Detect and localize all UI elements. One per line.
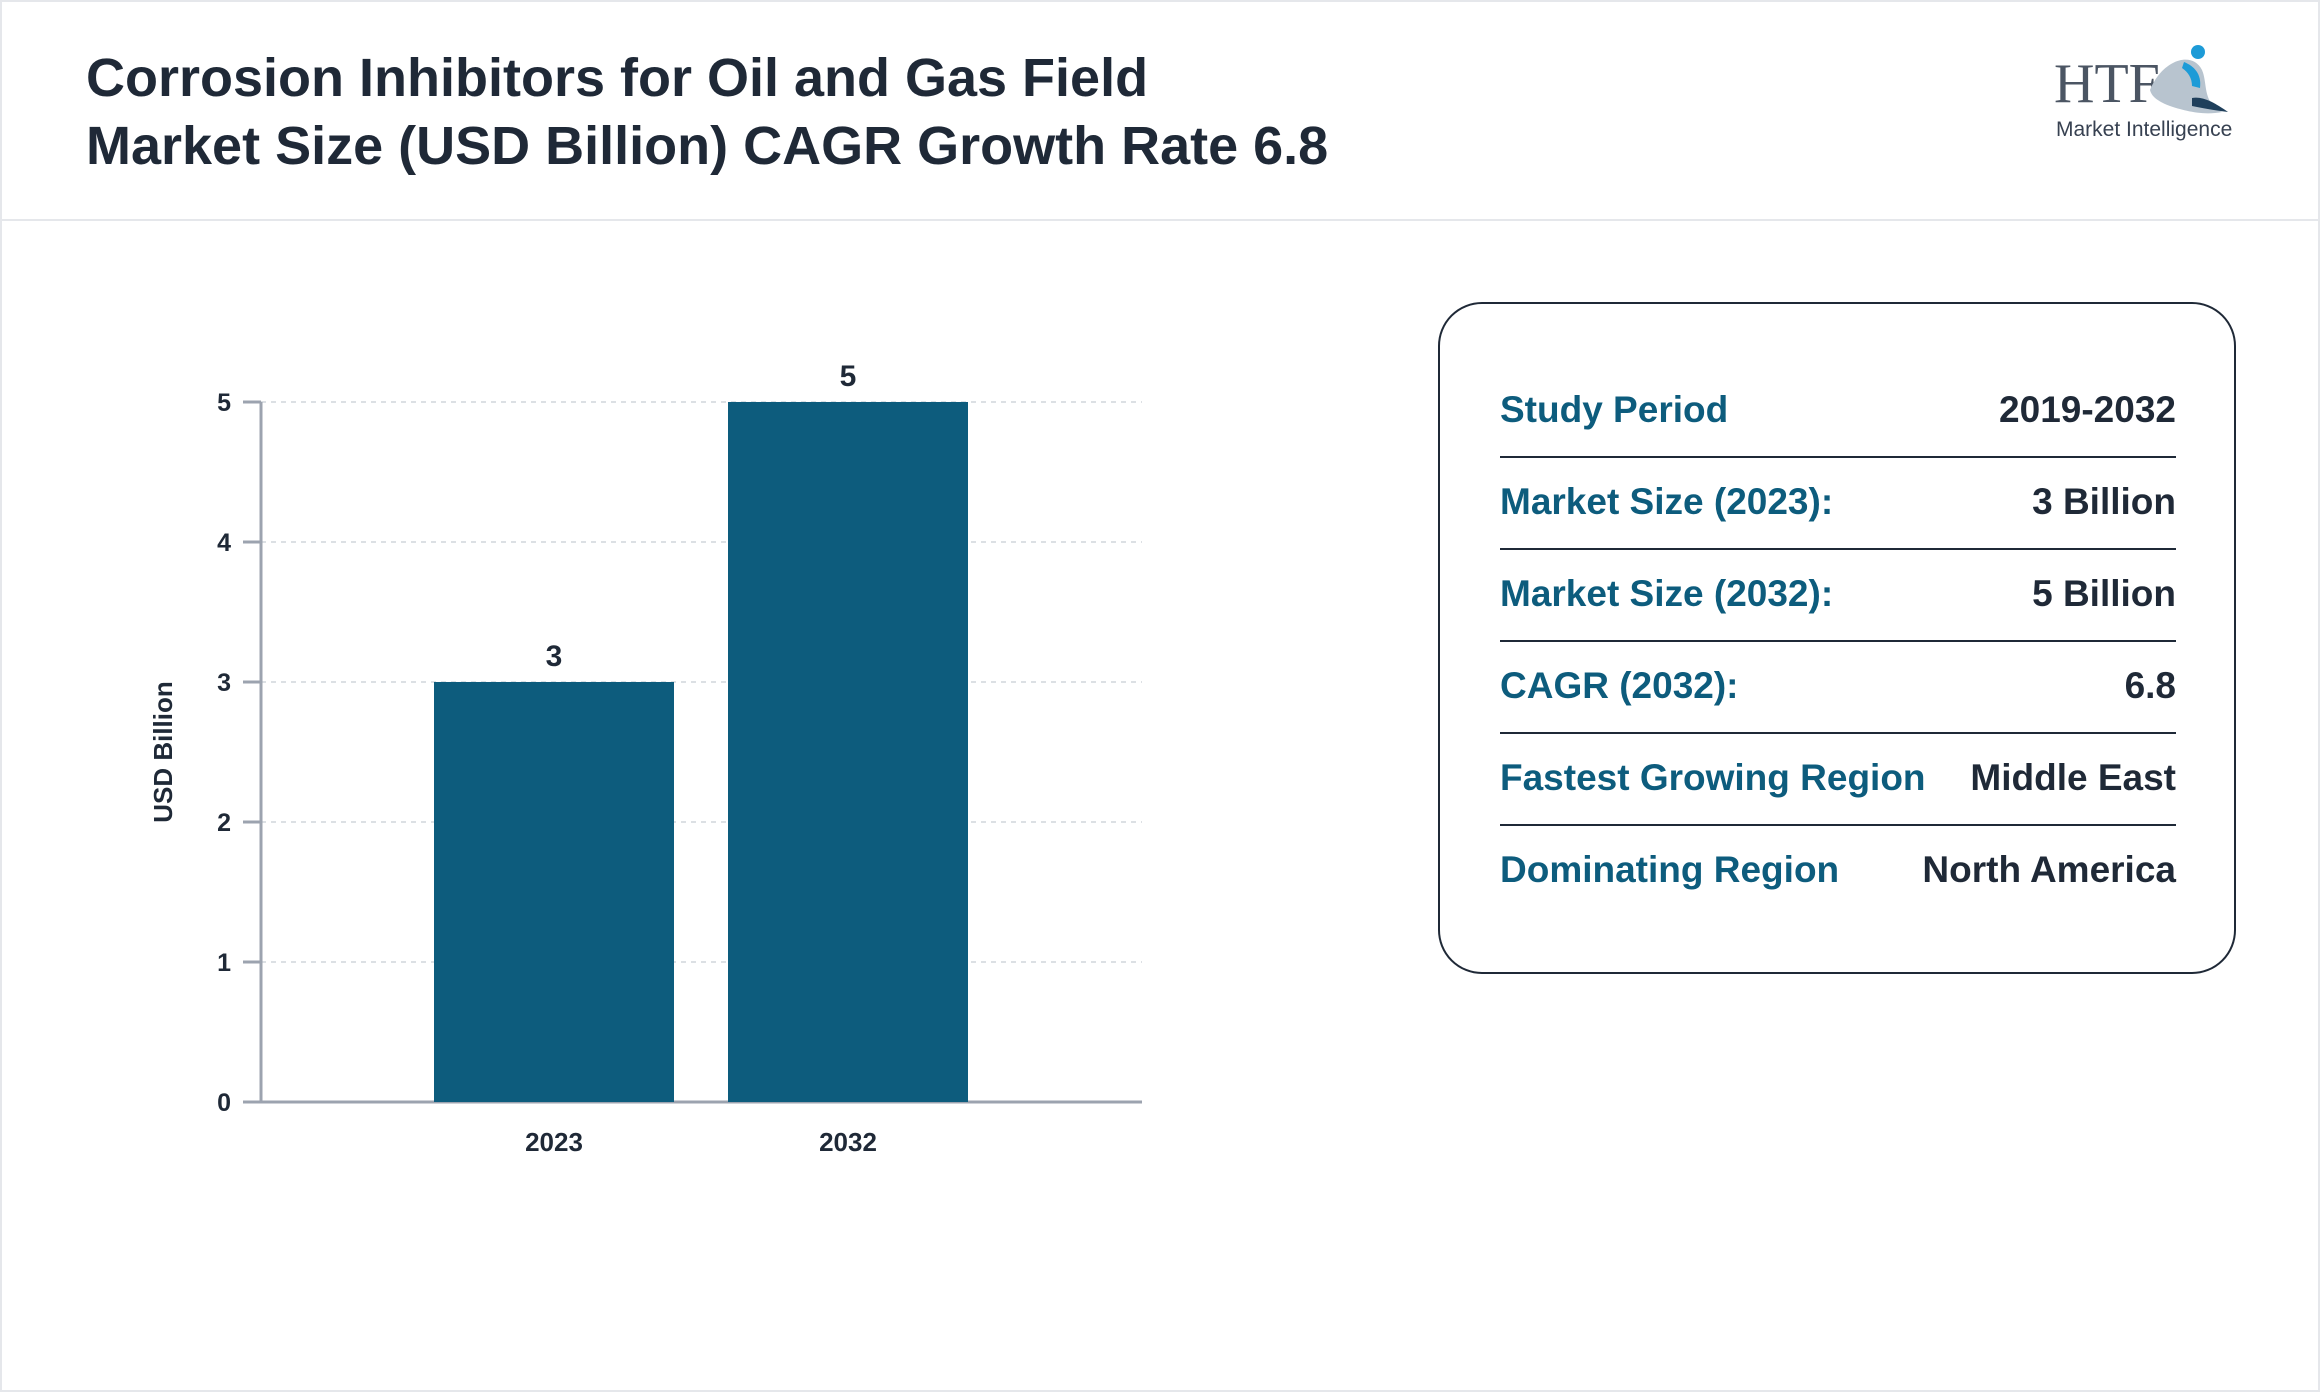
info-value: 6.8: [2124, 665, 2176, 706]
bar-value-label: 3: [546, 640, 563, 673]
info-row: Dominating Region North America: [1500, 824, 2176, 916]
info-row: Study Period 2019-2032: [1500, 364, 2176, 458]
y-tick-label: 4: [217, 529, 231, 557]
bar-2023: [434, 682, 674, 1102]
info-row: Market Size (2032): 5 Billion: [1500, 548, 2176, 642]
y-tick-label: 2: [217, 809, 231, 837]
htf-logo: HTF Market Intelligence: [2054, 45, 2232, 141]
info-label: Dominating Region: [1500, 849, 1840, 890]
info-value: 3 Billion: [2032, 481, 2176, 522]
logo-figure-icon: [2150, 45, 2228, 114]
info-label: CAGR (2032):: [1500, 665, 1739, 706]
x-tick-label: 2032: [819, 1127, 877, 1157]
info-value: 5 Billion: [2032, 573, 2176, 614]
info-row: CAGR (2032): 6.8: [1500, 640, 2176, 734]
info-value: 2019-2032: [1999, 389, 2176, 430]
y-axis-title: USD Billion: [148, 681, 178, 823]
y-tick-label: 0: [217, 1089, 231, 1117]
y-tick-label: 5: [217, 389, 231, 417]
info-row: Market Size (2023): 3 Billion: [1500, 456, 2176, 550]
chart-area: 0 1 2 3 4 5 USD Billion 3 2023 5 2032: [2, 221, 1302, 1221]
info-value: North America: [1922, 849, 2176, 890]
y-tick-label: 3: [217, 669, 231, 697]
logo-sub-text: Market Intelligence: [2056, 118, 2232, 141]
bar-value-label: 5: [840, 360, 857, 393]
bar-chart: 0 1 2 3 4 5 USD Billion 3 2023 5 2032: [148, 360, 1142, 1157]
logo-main-text: HTF: [2054, 53, 2160, 115]
title-line-1: Corrosion Inhibitors for Oil and Gas Fie…: [86, 48, 1149, 108]
info-label: Study Period: [1500, 389, 1729, 430]
bar-2032: [728, 402, 968, 1102]
info-value: Middle East: [1970, 757, 2176, 798]
page-title: Corrosion Inhibitors for Oil and Gas Fie…: [86, 44, 1328, 180]
header: Corrosion Inhibitors for Oil and Gas Fie…: [2, 2, 2318, 221]
y-tick-label: 1: [217, 949, 231, 977]
info-card: Study Period 2019-2032 Market Size (2023):…: [1438, 302, 2236, 974]
title-line-2: Market Size (USD Billion) CAGR Growth Ra…: [86, 116, 1329, 176]
info-label: Market Size (2023):: [1500, 481, 1834, 522]
x-tick-label: 2023: [525, 1127, 583, 1157]
info-row: Fastest Growing Region Middle East: [1500, 732, 2176, 826]
info-label: Fastest Growing Region: [1500, 757, 1926, 798]
info-label: Market Size (2032):: [1500, 573, 1834, 614]
